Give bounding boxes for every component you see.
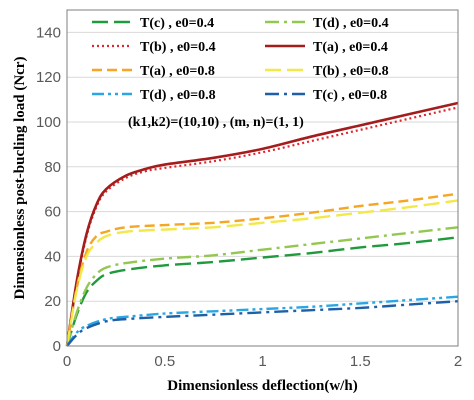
y-tick-label: 40 [44, 248, 61, 265]
legend-label: T(c) , e0=0.4 [140, 16, 214, 31]
x-tick-label: 2 [454, 353, 462, 370]
series-line [65, 101, 459, 347]
series-line [66, 300, 459, 347]
series-line [65, 236, 459, 347]
series-line [66, 295, 459, 347]
y-tick-label: 60 [44, 204, 61, 221]
legend-label: T(a) , e0=0.8 [140, 64, 215, 79]
legend-label: T(b) , e0=0.8 [313, 64, 389, 79]
legend-label: T(b) , e0=0.4 [140, 40, 216, 55]
x-tick-label: 1.5 [350, 353, 371, 370]
x-tick-label: 1 [258, 353, 266, 370]
y-axis-title: Dimensionless post-bucling load (Ncr) [12, 57, 28, 300]
legend-label: T(a) , e0=0.4 [313, 40, 388, 55]
plot-area-frame [66, 9, 459, 347]
series-line [65, 199, 459, 347]
y-tick-label: 0 [53, 338, 61, 355]
legend-label: T(d) , e0=0.8 [140, 88, 216, 103]
x-axis-title: Dimensionless deflection(w/h) [167, 378, 357, 394]
gridlines [67, 31, 458, 347]
parameter-annotation: (k1,k2)=(10,10) , (m, n)=(1, 1) [128, 115, 304, 130]
series-line [65, 192, 459, 347]
y-tick-label: 120 [36, 69, 61, 86]
y-tick-label: 100 [36, 114, 61, 131]
legend: T(c) , e0=0.4 T(d) , e0=0.4 T(b) , e0=0.4 T… [92, 16, 389, 103]
y-tick-label: 20 [44, 293, 61, 310]
legend-label: T(c) , e0=0.8 [313, 88, 387, 103]
legend-label: T(d) , e0=0.4 [313, 16, 389, 31]
series-lines [65, 101, 459, 347]
y-tick-label: 80 [44, 159, 61, 176]
series-line [65, 106, 459, 347]
y-tick-label: 140 [36, 24, 61, 41]
tick-labels: 0 20 40 60 80 100 120 140 0 0.5 1 1.5 2 [36, 24, 462, 370]
x-tick-label: 0 [63, 353, 71, 370]
x-tick-label: 0.5 [154, 353, 175, 370]
series-line [65, 226, 459, 347]
